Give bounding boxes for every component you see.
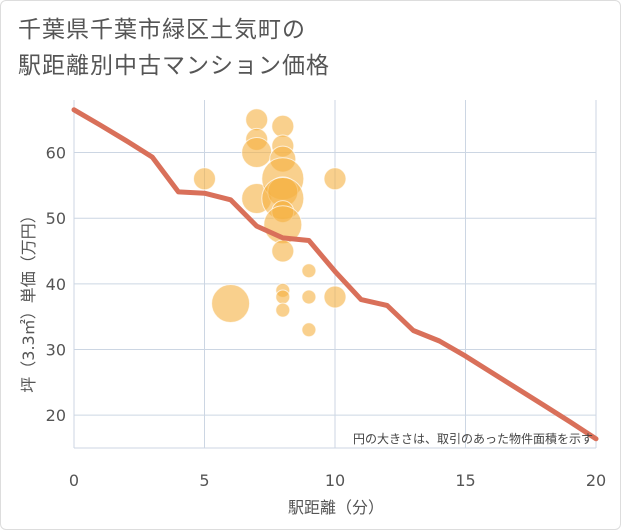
trend-line-layer (71, 107, 599, 442)
y-tick-label: 30 (46, 341, 66, 360)
x-tick-label: 15 (455, 471, 475, 490)
y-tick-label: 60 (46, 144, 66, 163)
x-axis-label: 駅距離（分） (288, 498, 384, 517)
x-tick-label: 5 (199, 471, 209, 490)
y-tick-label: 50 (46, 209, 66, 228)
y-tick-label: 20 (46, 406, 66, 425)
data-bubble (301, 322, 317, 338)
tick-label-layer: 0 5 10 15 20 20 30 40 50 60 (46, 144, 607, 490)
chart-title: 千葉県千葉市緑区土気町の 駅距離別中古マンション価格 (18, 12, 330, 84)
x-tick-label: 10 (325, 471, 345, 490)
chart-note: 円の大きさは、取引のあった物件面積を示す (353, 431, 593, 446)
data-bubble (241, 137, 273, 169)
bubble-layer (193, 108, 347, 338)
data-bubble (275, 289, 291, 305)
x-tick-label: 0 (69, 471, 79, 490)
data-bubble (271, 239, 295, 263)
data-bubble (301, 263, 317, 279)
data-bubble (245, 108, 269, 132)
y-axis-label: 坪（3.3㎡）単価（万円） (19, 207, 38, 392)
data-bubble (323, 167, 347, 191)
data-bubble (323, 285, 347, 309)
chart-title-line-1: 千葉県千葉市緑区土気町の (18, 17, 306, 43)
trend-line (71, 107, 599, 442)
data-bubble (211, 284, 251, 324)
data-bubble (301, 289, 317, 305)
data-bubble (271, 114, 295, 138)
data-bubble (275, 302, 291, 318)
chart-title-line-2: 駅距離別中古マンション価格 (18, 53, 330, 79)
y-tick-label: 40 (46, 275, 66, 294)
x-tick-label: 20 (586, 471, 606, 490)
data-bubble (193, 167, 216, 191)
